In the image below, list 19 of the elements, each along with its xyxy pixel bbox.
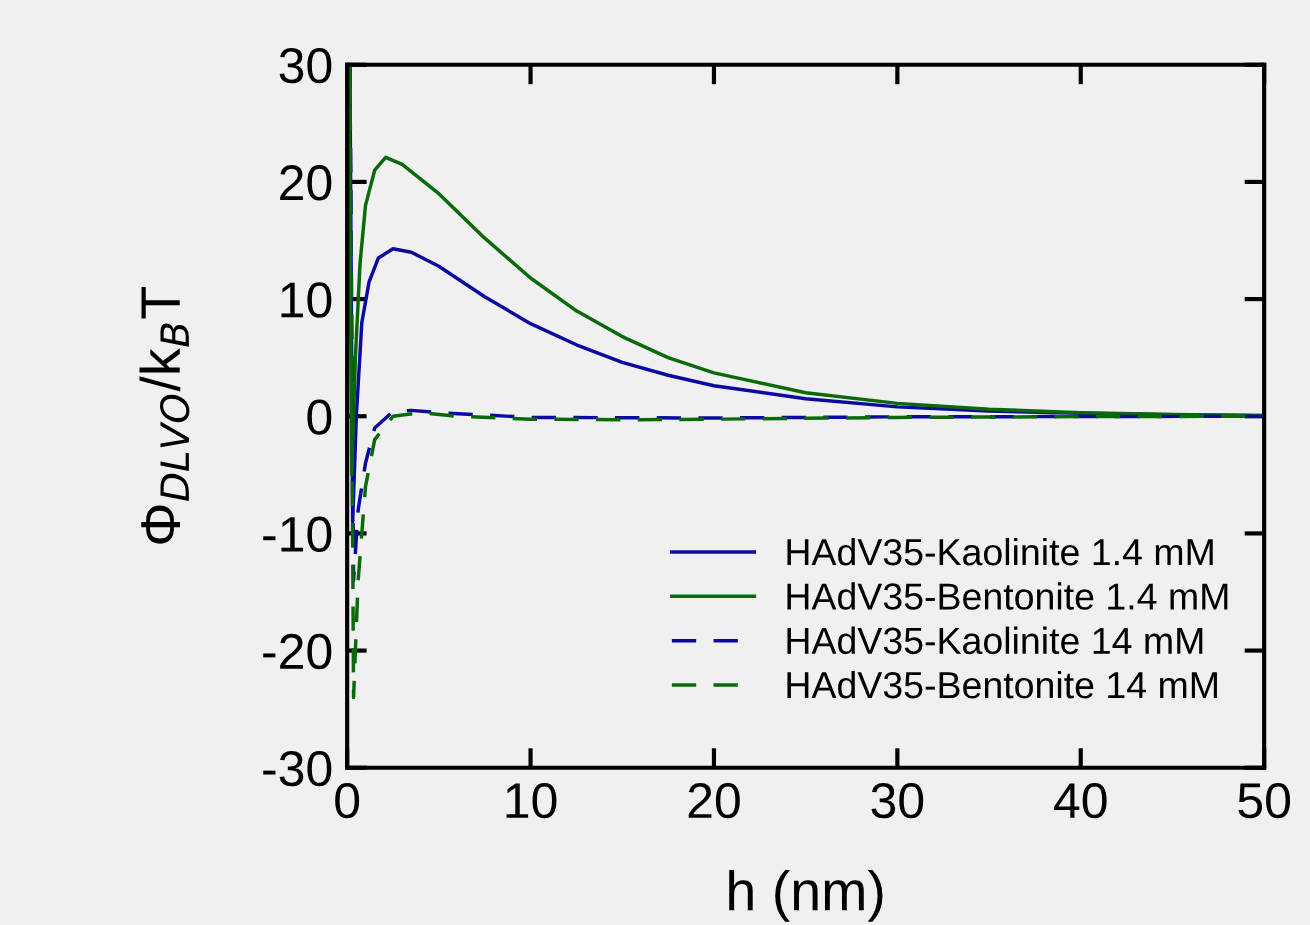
- y-tick-label: 30: [279, 47, 332, 84]
- legend-label: HAdV35-Kaolinite 14 mM: [787, 626, 1203, 655]
- y-tick-label: 20: [280, 165, 332, 201]
- x-tick-label: 0: [335, 782, 360, 819]
- y-tick-label: 0: [307, 399, 332, 435]
- y-tick-label: -30: [263, 750, 332, 787]
- legend-label: HAdV35-Bentonite 14 mM: [787, 670, 1217, 699]
- x-tick-label: 40: [1054, 782, 1107, 819]
- legend-label: HAdV35-Kaolinite 1.4 mM: [787, 537, 1213, 566]
- y-tick-label: -20: [263, 633, 332, 670]
- y-tick-label: -10: [263, 516, 332, 553]
- x-tick-label: 30: [871, 782, 924, 819]
- x-tick-label: 10: [506, 782, 557, 819]
- x-tick-label: 50: [1238, 782, 1290, 819]
- legend-label: HAdV35-Bentonite 1.4 mM: [787, 582, 1228, 610]
- x-axis-title: h (nm): [729, 869, 883, 922]
- y-tick-label: 10: [281, 282, 332, 318]
- x-tick-label: 20: [688, 782, 740, 819]
- y-axis-title: Φ$_{DLVO}$/k$_{B}$T: [139, 287, 190, 544]
